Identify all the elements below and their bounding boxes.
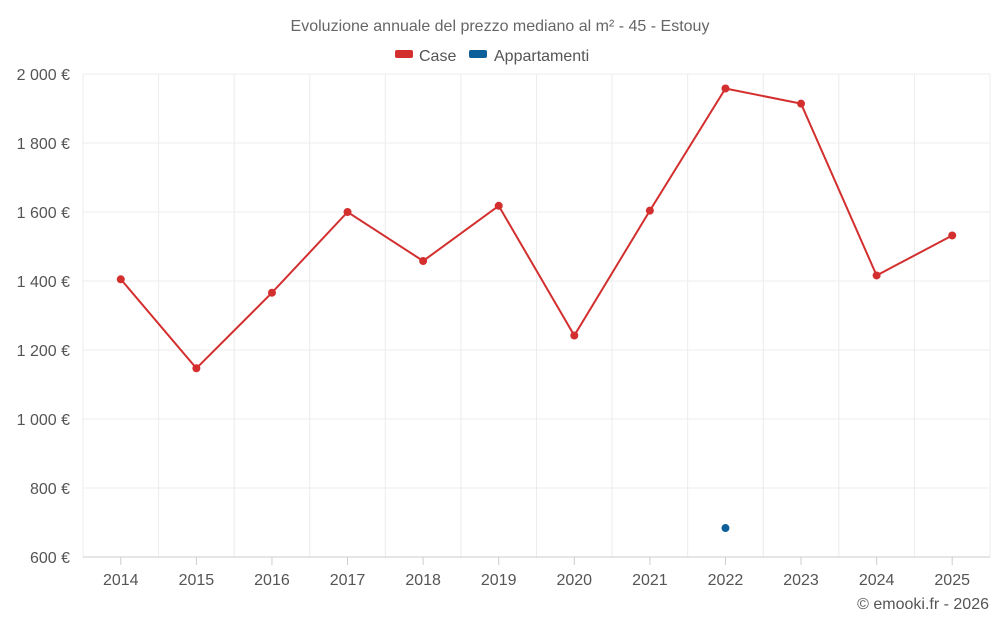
data-point-case[interactable] xyxy=(570,331,579,340)
y-axis: 600 € 800 € 1 000 € 1 200 € 1 400 € 1 600 € 1 … xyxy=(17,67,70,567)
chart-title: Evoluzione annuale del prezzo mediano al… xyxy=(291,18,710,35)
legend-label-case: Case xyxy=(419,48,456,65)
data-point-case[interactable] xyxy=(721,84,730,93)
data-point-case[interactable] xyxy=(872,271,881,280)
series-line-case xyxy=(120,87,953,370)
x-tick-label: 2017 xyxy=(330,572,366,589)
legend-item-appartamenti[interactable]: Appartamenti xyxy=(469,48,589,65)
y-tick-label: 1 000 € xyxy=(17,412,70,429)
x-tick-label: 2021 xyxy=(632,572,668,589)
data-point-case[interactable] xyxy=(797,99,806,108)
data-point-case[interactable] xyxy=(116,275,125,284)
y-tick-label: 600 € xyxy=(30,550,70,567)
legend: Case Appartamenti xyxy=(395,48,589,65)
credit: © emooki.fr - 2026 xyxy=(857,596,989,613)
data-point-case[interactable] xyxy=(948,231,957,240)
data-point-appartamenti[interactable] xyxy=(721,524,730,533)
data-point-case[interactable] xyxy=(343,208,352,216)
x-tick-label: 2014 xyxy=(103,572,139,589)
data-point-case[interactable] xyxy=(645,206,654,215)
x-tick-label: 2019 xyxy=(481,572,517,589)
y-tick-label: 1 800 € xyxy=(17,136,70,153)
data-point-case[interactable] xyxy=(494,201,503,210)
legend-swatch-case xyxy=(395,50,413,58)
x-tick-label: 2024 xyxy=(859,572,895,589)
series xyxy=(116,84,957,533)
grid xyxy=(82,73,991,557)
y-tick-label: 1 600 € xyxy=(17,205,70,222)
x-tick-label: 2023 xyxy=(783,572,819,589)
x-axis: 2014 2015 2016 2017 2018 2019 2020 2021 2022 2023… xyxy=(83,556,990,589)
x-tick-label: 2022 xyxy=(708,572,744,589)
y-tick-label: 2 000 € xyxy=(17,67,70,84)
x-tick-label: 2015 xyxy=(179,572,215,589)
data-point-case[interactable] xyxy=(419,256,428,265)
y-tick-label: 1 200 € xyxy=(17,343,70,360)
x-tick-label: 2016 xyxy=(254,572,290,589)
legend-swatch-appartamenti xyxy=(469,50,487,58)
x-tick-label: 2018 xyxy=(405,572,441,589)
legend-label-appartamenti: Appartamenti xyxy=(494,48,589,65)
x-tick-label: 2020 xyxy=(556,572,592,589)
data-point-case[interactable] xyxy=(267,288,276,297)
y-tick-label: 800 € xyxy=(30,481,70,498)
y-tick-label: 1 400 € xyxy=(17,274,70,291)
legend-item-case[interactable]: Case xyxy=(395,48,456,65)
x-tick-label: 2025 xyxy=(934,572,970,589)
data-point-case[interactable] xyxy=(192,364,201,373)
